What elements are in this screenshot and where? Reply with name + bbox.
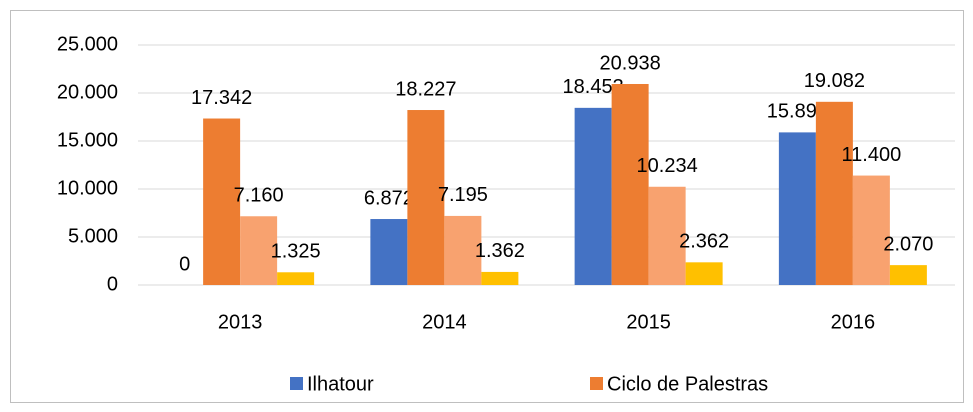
y-tick-label: 0	[107, 273, 118, 295]
data-label: 20.938	[600, 52, 661, 74]
data-label: 7.160	[234, 185, 284, 207]
legend-label: Ilhatour	[307, 373, 374, 395]
bar	[648, 186, 686, 285]
bar	[481, 271, 519, 285]
bar	[203, 118, 241, 285]
bar	[444, 215, 482, 285]
data-label: 18.227	[395, 78, 456, 100]
data-label: 7.195	[438, 184, 488, 206]
x-tick-label: 2015	[626, 311, 671, 333]
bar	[611, 83, 649, 285]
bar	[240, 216, 278, 285]
data-label: 10.234	[637, 155, 698, 177]
legend-swatch	[290, 377, 303, 390]
bar	[815, 101, 853, 285]
bar	[852, 175, 890, 285]
y-tick-label: 5.000	[68, 225, 118, 247]
data-label: 11.400	[842, 144, 902, 166]
data-label: 1.362	[475, 240, 525, 262]
bar	[574, 107, 612, 285]
data-label: 6.872	[364, 187, 414, 209]
data-label: 17.342	[191, 87, 252, 109]
data-label: 1.325	[271, 241, 321, 263]
data-label: 19.082	[804, 70, 865, 92]
x-tick-label: 2014	[422, 311, 467, 333]
y-tick-label: 15.000	[57, 129, 118, 151]
x-tick-label: 2013	[218, 311, 263, 333]
legend-label: Ciclo de Palestras	[607, 373, 768, 395]
legend-swatch	[590, 377, 603, 390]
y-tick-label: 20.000	[57, 81, 118, 103]
data-label: 18.453	[563, 76, 624, 98]
bar	[407, 110, 445, 285]
data-label: 2.070	[883, 233, 933, 255]
bar	[277, 272, 315, 285]
data-label: 0	[179, 253, 190, 275]
bar	[889, 265, 927, 285]
y-tick-label: 10.000	[57, 177, 118, 199]
bar	[685, 262, 723, 285]
bar	[778, 132, 816, 285]
y-tick-label: 25.000	[57, 33, 118, 55]
x-tick-label: 2016	[831, 311, 876, 333]
bar	[370, 219, 408, 285]
data-label: 15.897	[767, 101, 828, 123]
data-label: 2.362	[679, 231, 729, 253]
